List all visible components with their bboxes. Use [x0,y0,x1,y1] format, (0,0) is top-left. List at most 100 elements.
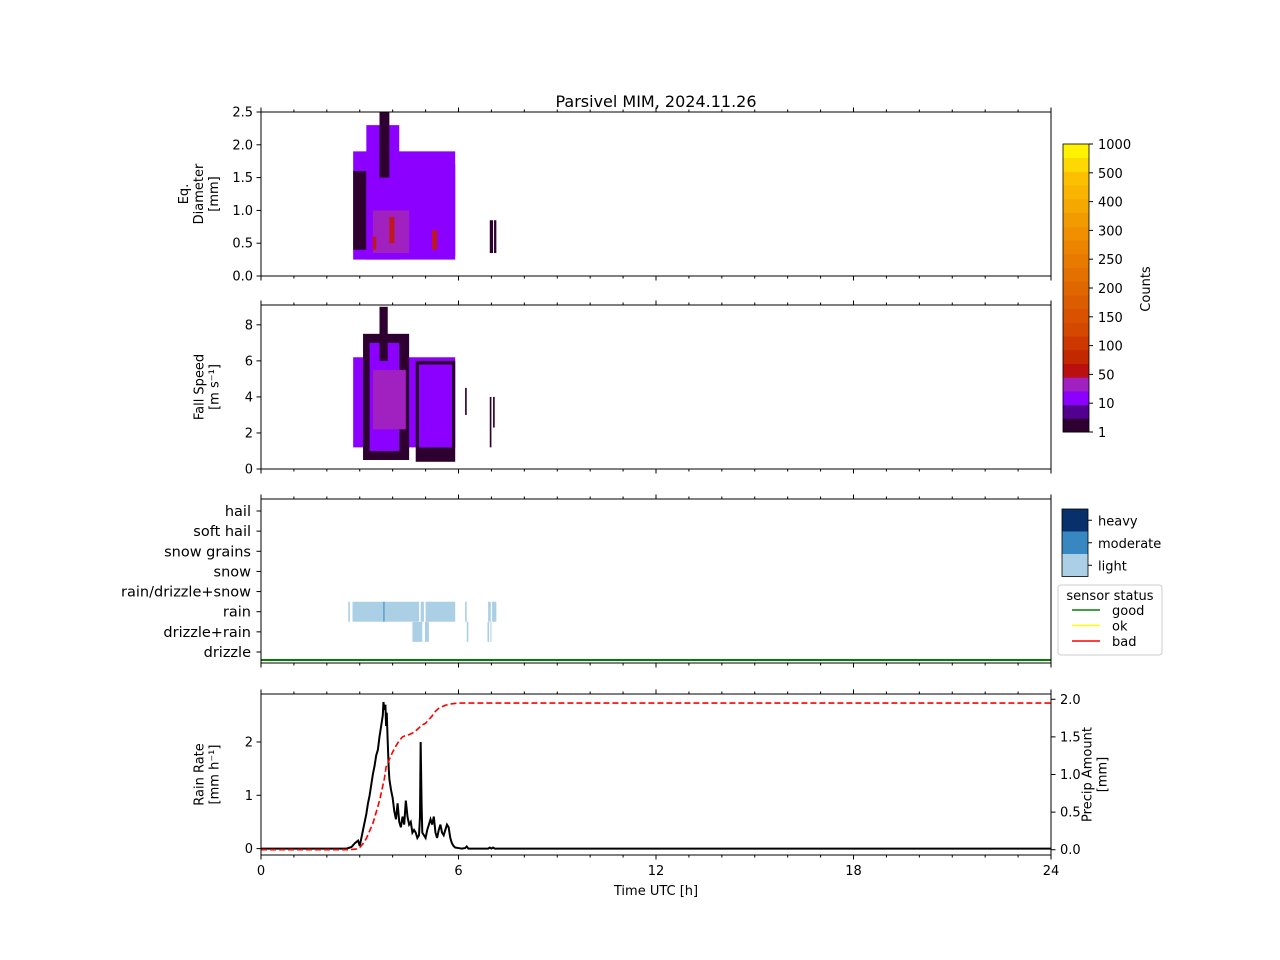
weather-segment [465,601,467,622]
x-tick-label: 0 [257,864,265,879]
y-tick-label: 0 [245,463,253,478]
colorbar-band [1063,336,1089,351]
heatmap-cell [372,369,406,430]
colorbar-band [1063,390,1089,406]
heatmap-cell [379,112,390,178]
counts-colorbar: 1 10 50 100 150 200 250 300 400 500 1000 [1062,138,1131,441]
y-tick-label: 8 [245,318,253,333]
status-legend-label: bad [1112,635,1136,650]
colorbar-band [1063,349,1089,364]
y-axis-label: Diameter [192,163,207,224]
colorbar-tick-label: 400 [1098,196,1123,211]
y2-tick-label: 0.0 [1060,843,1081,858]
y2-tick-label: 0.5 [1060,806,1081,821]
colorbar-band [1063,294,1089,310]
colorbar-tick-label: 250 [1098,253,1123,268]
colorbar-band [1063,377,1089,392]
y-tick-label: 2.5 [232,106,253,121]
weather-segment [425,601,456,622]
diameter-panel: 0.0 0.5 1.0 1.5 2.0 2.5 Eq. Diameter [mm] [177,106,1052,285]
y-tick-label: 0.5 [232,237,253,252]
colorbar-band [1063,322,1089,337]
axes-frame [260,498,1052,664]
weather-segment [490,621,492,642]
colorbar-band [1063,404,1089,419]
y-tick-label: 1.0 [232,204,253,219]
colorbar-band [1063,185,1089,200]
category-label: hail [225,504,251,520]
weather-segment [412,621,423,642]
y-axis-label: [mm] [207,176,222,211]
heatmap-cell [493,396,495,428]
weather-type-panel: drizzle drizzle+rain rain rain/drizzle+snow… [121,494,1052,668]
category-label: soft hail [193,524,251,540]
y-tick-label: 1.5 [232,171,253,186]
weather-segment [466,621,469,642]
category-label: rain/drizzle+snow [121,585,251,601]
category-label: rain [223,605,251,621]
fallspeed-panel: 0 2 4 6 8 Fall Speed [m s⁻¹] [193,300,1052,478]
weather-segment [348,601,350,622]
intensity-label: light [1098,559,1127,574]
y2-tick-label: 1.5 [1060,730,1081,745]
heatmap-cell [389,216,395,244]
colorbar-band [1063,144,1089,159]
x-axis-label: Time UTC [h] [613,884,698,899]
colorbar-band [1063,363,1089,378]
status-legend-title: sensor status [1066,589,1153,604]
heatmap-cell [432,230,438,250]
heatmap-cell [494,220,497,254]
y-axis-label: Fall Speed [193,354,208,420]
heatmap-cell [353,171,367,250]
category-label: drizzle+rain [163,625,251,641]
y-tick-label: 0 [245,842,253,857]
colorbar-band [1063,198,1089,214]
axes-frame [260,693,1052,856]
y-tick-label: 2 [245,735,253,750]
y-tick-label: 2.0 [232,138,253,153]
colorbar-band [1063,253,1089,268]
intensity-label: moderate [1098,537,1161,552]
intensity-swatch [1062,554,1088,577]
precip-amount-line [261,702,1051,851]
heatmap-cell [489,220,494,254]
status-legend-box [1057,584,1163,656]
colorbar-band [1063,418,1089,433]
x-tick-label: 12 [648,864,665,879]
y-axis-label: Eq. [177,184,192,205]
colorbar-label: Counts [1139,266,1154,312]
y-axis-label: [m s⁻¹] [208,364,223,410]
heatmap-cell [379,306,388,361]
colorbar-band [1063,267,1089,282]
status-legend-label: ok [1112,620,1128,635]
colorbar-tick-label: 500 [1098,167,1123,182]
y-axis-label: [mm h⁻¹] [208,745,223,805]
y2-tick-label: 2.0 [1060,693,1081,708]
y2-axis-label: [mm] [1096,757,1111,792]
colorbar-band [1063,226,1089,241]
colorbar-tick-label: 10 [1098,397,1115,412]
x-tick-label: 24 [1043,864,1060,879]
colorbar-band [1063,171,1089,186]
colorbar-band [1063,240,1089,255]
colorbar-band [1063,308,1089,323]
figure-title: Parsivel MIM, 2024.11.26 [555,92,756,111]
y2-tick-label: 1.0 [1060,768,1081,783]
weather-segment [424,621,429,642]
colorbar-tick-label: 100 [1098,340,1123,355]
weather-segment [420,601,424,622]
weather-segment [352,601,419,622]
intensity-legend: heavy moderate light [1061,508,1161,577]
colorbar-band [1063,157,1089,172]
heatmap-cell [419,364,452,448]
intensity-label: heavy [1098,514,1138,529]
colorbar-band [1063,212,1089,227]
colorbar-band [1063,281,1089,296]
y-tick-label: 1 [245,789,253,804]
rain-rate-line [261,701,1051,850]
weather-segment [383,601,385,622]
category-label: drizzle [204,645,251,661]
category-label: snow grains [164,544,251,560]
